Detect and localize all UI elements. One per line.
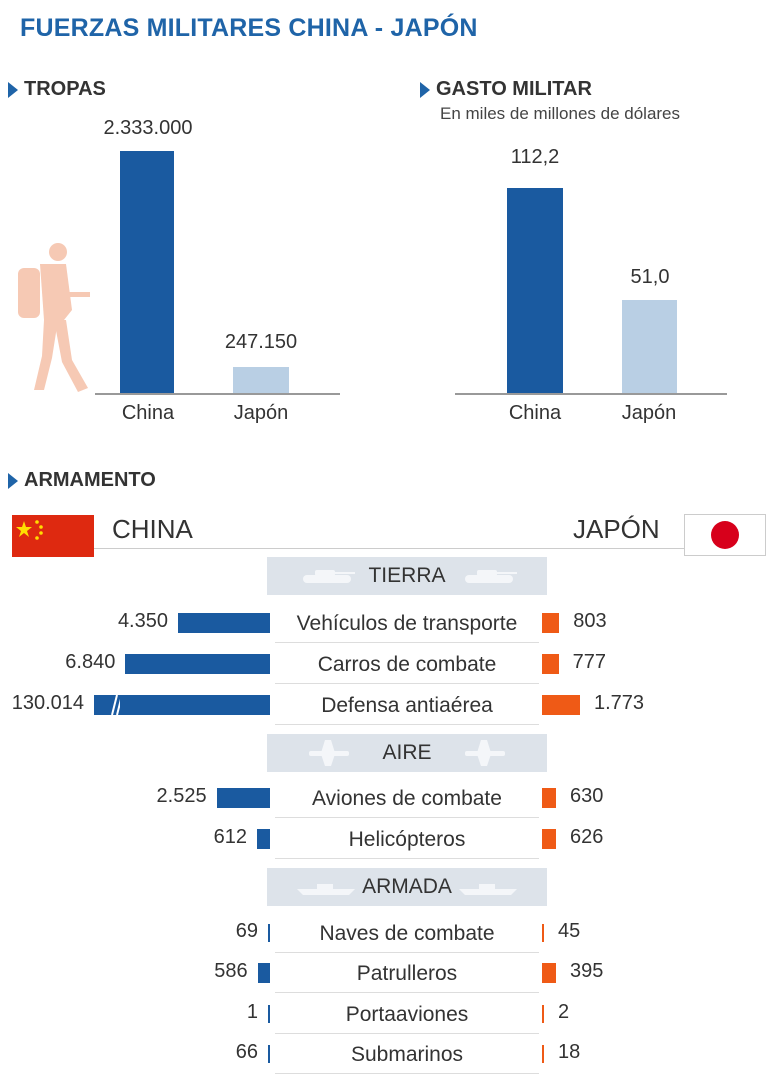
japan-value: 2 [558,1001,570,1023]
china-value: 2.525 [156,785,207,807]
tropas-china-label: China [121,402,175,424]
china-bar [94,695,270,715]
japan-bar [542,613,560,633]
japan-flag-sun [711,521,739,549]
japan-value: 803 [573,610,607,632]
china-value: 6.840 [65,651,116,673]
china-value: 4.350 [117,610,168,632]
tank-icon [465,570,517,583]
armamento-title: ARMAMENTO [24,469,156,491]
section-arrow-icon [8,81,18,98]
tropas-title: TROPAS [24,78,106,100]
japan-bar [542,829,556,849]
japan-bar [542,924,544,942]
plane-icon [465,740,505,766]
japan-bar [542,695,580,715]
ship-icon [297,884,355,895]
tropas-section-title: TROPAS [8,78,106,101]
gasto-japan-value: 51,0 [630,265,670,288]
armamento-row-label: Submarinos [275,1043,539,1074]
tropas-china-value: 2.333.000 [103,117,193,139]
japan-bar [542,963,556,983]
tank-icon [303,570,355,583]
japan-flag-icon [684,514,766,556]
japan-bar [542,788,556,808]
ship-icon [459,884,517,895]
header-divider [94,548,684,549]
china-bar [257,829,270,849]
gasto-baseline [455,393,727,395]
tropas-japan-value: 247.150 [224,331,298,354]
gasto-japan-bar [622,299,677,393]
gasto-china-label: China [508,402,562,424]
category-tierra: TIERRA [267,557,547,595]
gasto-section-title: GASTO MILITAR [420,78,592,101]
china-country-label: CHINA [112,514,193,544]
gasto-china-bar [507,188,563,393]
china-bar [178,613,270,633]
axis-break-icon [111,694,120,716]
category-armada-label: ARMADA [362,875,452,898]
china-value: 130.014 [11,692,84,714]
category-armada: ARMADA [267,868,547,906]
armamento-section-title: ARMAMENTO [8,469,156,492]
armamento-row-label: Naves de combate [275,922,539,953]
armamento-row-label: Carros de combate [275,653,539,684]
japan-value: 395 [570,960,604,982]
japan-value: 626 [570,826,604,848]
gasto-china-value: 112,2 [510,146,560,168]
china-value: 612 [213,826,248,848]
china-bar [125,654,270,674]
category-aire-label: AIRE [382,741,432,764]
armamento-row-label: Vehículos de transporte [275,612,539,643]
armamento-row-label: Defensa antiaérea [275,694,539,725]
page-title: FUERZAS MILITARES CHINA - JAPÓN [20,14,478,42]
gasto-subtitle: En miles de millones de dólares [440,104,681,123]
armamento-row-label: Patrulleros [275,962,539,993]
japan-value: 777 [572,651,607,673]
armamento-row-label: Helicópteros [275,828,539,859]
japan-value: 630 [570,785,604,807]
category-tierra-label: TIERRA [368,564,446,587]
china-value: 1 [246,1001,258,1023]
japan-bar [542,1005,544,1023]
tropas-baseline [95,393,340,395]
japan-value: 18 [558,1041,581,1063]
japan-bar [542,654,559,674]
china-bar [216,788,270,808]
category-aire: AIRE [267,734,547,772]
japan-value: 1.773 [594,692,645,714]
china-value: 69 [235,920,258,942]
tropas-japan-label: Japón [233,402,289,424]
china-value: 66 [235,1041,258,1063]
section-arrow-icon [8,472,18,489]
china-value: 586 [214,960,248,982]
section-arrow-icon [420,81,430,98]
japan-country-label: JAPÓN [573,514,660,544]
soldier-icon [18,243,90,392]
china-bar [268,1005,270,1023]
china-bar [268,924,270,942]
armamento-row-label: Aviones de combate [275,787,539,818]
gasto-title: GASTO MILITAR [436,78,592,100]
china-bar [268,1045,270,1063]
china-flag-stars [16,520,43,540]
tropas-china-bar [120,151,174,393]
japan-bar [542,1045,544,1063]
china-bar [257,963,270,983]
japan-value: 45 [558,920,581,942]
gasto-japan-label: Japón [621,402,677,424]
armamento-row-label: Portaaviones [275,1003,539,1034]
plane-icon [309,740,349,766]
tropas-japan-bar [233,367,289,393]
china-flag-icon [12,515,94,557]
